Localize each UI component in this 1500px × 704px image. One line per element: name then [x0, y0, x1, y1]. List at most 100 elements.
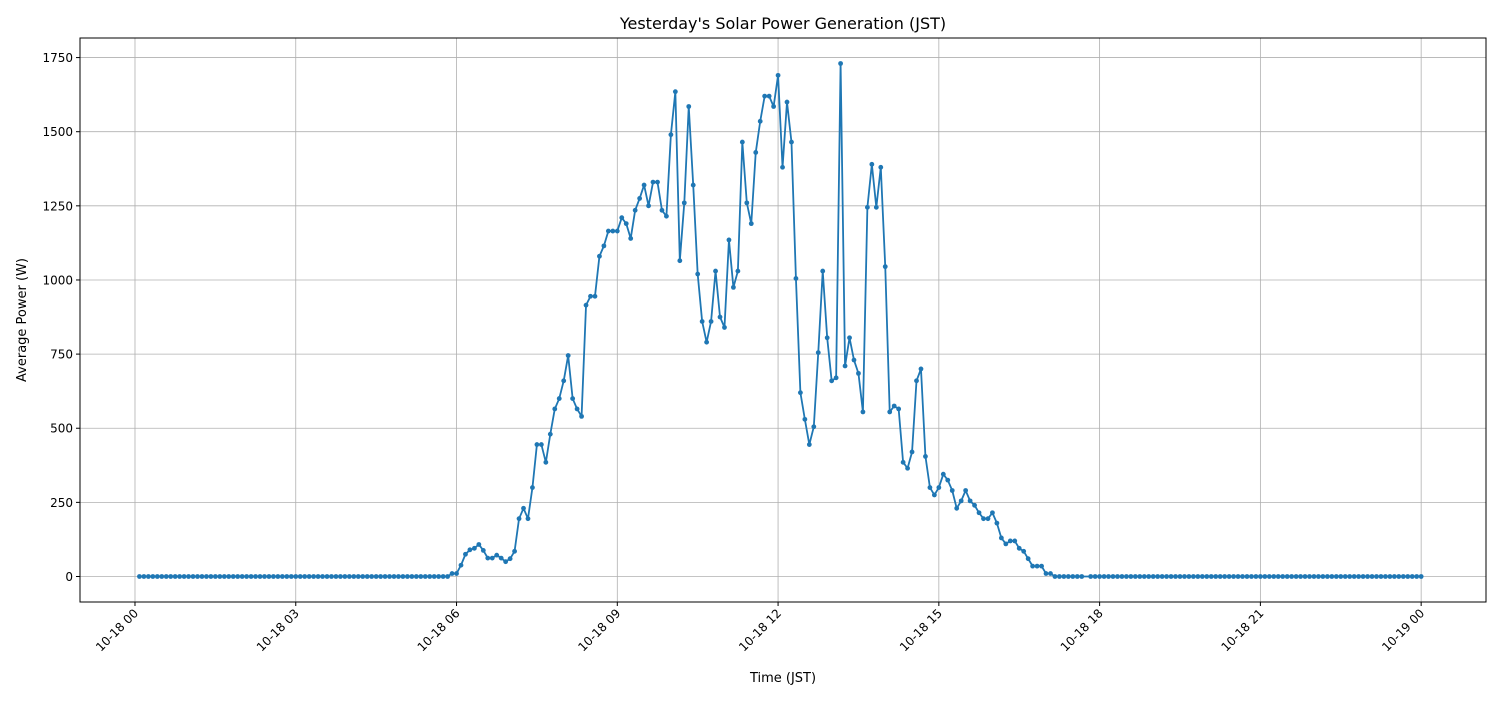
data-point	[530, 485, 535, 490]
data-point	[391, 574, 397, 579]
data-point	[690, 182, 696, 188]
data-point	[288, 574, 294, 579]
data-point	[262, 574, 267, 579]
data-point	[1293, 574, 1299, 579]
x-axis-label: Time (JST)	[749, 671, 816, 686]
data-point	[150, 574, 156, 579]
data-point	[177, 574, 183, 579]
data-point	[927, 485, 933, 490]
data-point	[637, 196, 643, 201]
x-axis: 10-18 00 10-18 03 10-18 06 10-18 09 10-18 12…	[93, 602, 1427, 654]
plot-frame	[79, 37, 1487, 603]
data-point	[503, 559, 509, 565]
data-point	[806, 442, 812, 447]
data-point	[963, 488, 969, 493]
data-point	[422, 574, 428, 579]
data-point	[672, 89, 678, 95]
data-point	[1190, 574, 1196, 579]
data-point	[1275, 574, 1281, 579]
data-point	[842, 363, 848, 369]
data-point	[1266, 574, 1272, 579]
data-point	[480, 548, 486, 553]
data-point	[1284, 574, 1290, 579]
data-point	[1369, 574, 1375, 579]
data-point	[409, 574, 415, 579]
data-point	[882, 264, 888, 270]
data-point	[1106, 574, 1111, 579]
data-point	[686, 104, 692, 109]
data-point	[342, 574, 348, 579]
data-point	[972, 502, 977, 508]
data-point	[543, 459, 549, 465]
data-point	[1356, 574, 1362, 579]
data-point	[1182, 574, 1187, 579]
data-point	[1213, 574, 1219, 579]
data-point	[583, 302, 589, 308]
data-point	[949, 488, 955, 493]
data-point	[1159, 574, 1165, 579]
data-point	[1333, 574, 1339, 579]
data-point	[1374, 574, 1379, 579]
data-point	[1065, 574, 1071, 579]
data-point	[1235, 574, 1241, 579]
data-point	[449, 571, 455, 576]
data-point	[1240, 574, 1245, 579]
data-point	[311, 574, 317, 579]
x-tick-label: 10-18 00	[93, 606, 141, 654]
data-point	[775, 72, 781, 78]
data-point	[1007, 538, 1013, 544]
data-point	[923, 454, 928, 459]
data-point	[329, 574, 334, 579]
data-point	[990, 510, 995, 516]
data-point	[856, 370, 861, 376]
y-tick-label: 1750	[42, 51, 73, 65]
data-point	[360, 574, 366, 579]
data-point	[802, 416, 808, 422]
data-point	[463, 551, 468, 557]
data-point	[239, 574, 245, 579]
data-point	[1271, 574, 1277, 579]
data-point	[226, 574, 232, 579]
data-point	[909, 449, 915, 455]
x-tick-label: 10-19 00	[1379, 606, 1427, 654]
data-point	[257, 574, 263, 579]
data-point	[333, 574, 339, 579]
data-point	[940, 471, 946, 477]
data-point	[744, 200, 750, 206]
data-point	[695, 271, 701, 277]
data-point	[266, 574, 272, 579]
data-point	[1057, 574, 1062, 579]
data-point	[476, 542, 482, 547]
data-point	[1217, 574, 1223, 579]
data-point	[748, 221, 754, 227]
data-point	[1360, 574, 1366, 579]
data-point	[1222, 574, 1228, 579]
data-point	[1070, 574, 1076, 579]
data-point	[601, 243, 607, 249]
y-tick-label: 1000	[42, 273, 73, 287]
data-point	[1208, 574, 1214, 579]
data-point	[887, 409, 893, 415]
data-point	[726, 237, 732, 243]
data-point	[1025, 556, 1031, 562]
data-point	[945, 477, 951, 483]
data-point	[1173, 574, 1178, 579]
data-point	[829, 378, 835, 384]
data-point	[1164, 574, 1170, 579]
data-point	[489, 555, 495, 561]
data-point	[1329, 574, 1335, 579]
data-point	[869, 161, 875, 167]
data-point	[860, 409, 866, 415]
data-point	[1391, 574, 1397, 579]
data-point	[195, 574, 200, 579]
data-point	[1409, 574, 1415, 579]
data-point	[1124, 574, 1129, 579]
data-point	[789, 139, 794, 145]
data-point	[498, 555, 504, 561]
data-point	[605, 228, 611, 234]
data-point	[320, 574, 325, 579]
data-point	[1115, 574, 1120, 579]
data-point	[1289, 574, 1295, 579]
data-point	[1387, 574, 1393, 579]
data-point	[1414, 574, 1420, 579]
